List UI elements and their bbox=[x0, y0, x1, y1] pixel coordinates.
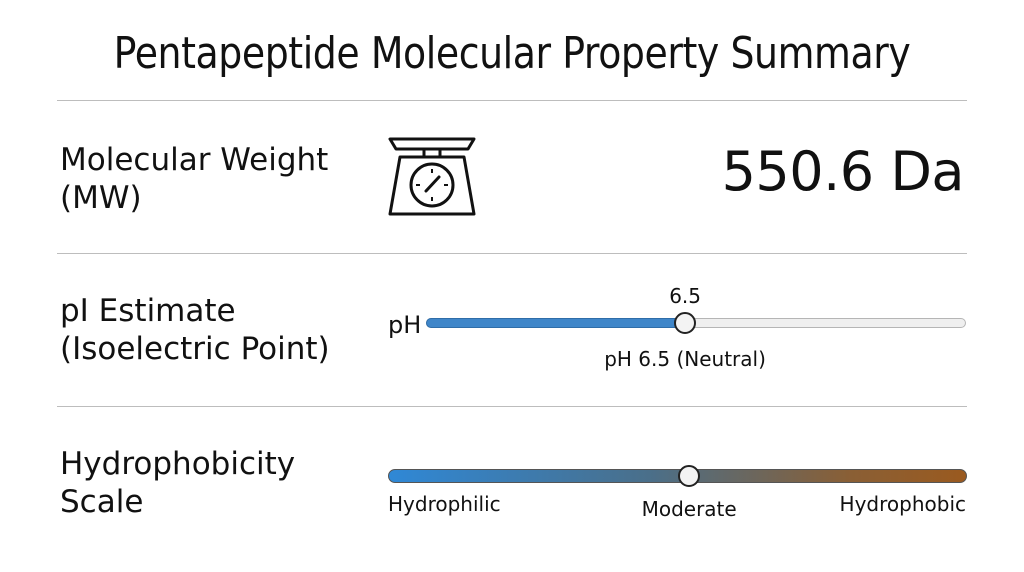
hydrophobicity-label-line2: Scale bbox=[60, 484, 144, 520]
hydrophobicity-label: Hydrophobicity Scale bbox=[60, 445, 295, 521]
mw-label-line1: Molecular Weight bbox=[60, 142, 329, 178]
weighing-scale-icon bbox=[384, 134, 480, 225]
hydrophobicity-slider-knob[interactable] bbox=[678, 465, 701, 487]
ph-caption: pH 6.5 (Neutral) bbox=[604, 347, 766, 371]
divider-1 bbox=[57, 253, 967, 254]
mw-label: Molecular Weight (MW) bbox=[60, 141, 328, 217]
hydrophobic-label: Hydrophobic bbox=[839, 492, 966, 516]
pi-label: pI Estimate (Isoelectric Point) bbox=[60, 292, 330, 368]
ph-prefix-label: pH bbox=[388, 311, 422, 339]
mw-value: 550.6 Da bbox=[721, 140, 965, 203]
ph-slider-fill bbox=[426, 318, 686, 328]
page-title: Pentapeptide Molecular Property Summary bbox=[113, 28, 911, 79]
divider-2 bbox=[57, 406, 967, 407]
hydrophilic-label: Hydrophilic bbox=[388, 492, 501, 516]
pi-label-line2: (Isoelectric Point) bbox=[60, 331, 330, 367]
hydrophobicity-scale-track bbox=[388, 469, 967, 483]
divider-top bbox=[57, 100, 967, 101]
moderate-label: Moderate bbox=[641, 497, 737, 521]
mw-label-line2: (MW) bbox=[60, 180, 142, 216]
hydrophobicity-label-line1: Hydrophobicity bbox=[60, 446, 296, 482]
pi-label-line1: pI Estimate bbox=[60, 293, 236, 329]
ph-marker-value: 6.5 bbox=[669, 284, 701, 308]
ph-slider-knob[interactable] bbox=[674, 312, 697, 334]
